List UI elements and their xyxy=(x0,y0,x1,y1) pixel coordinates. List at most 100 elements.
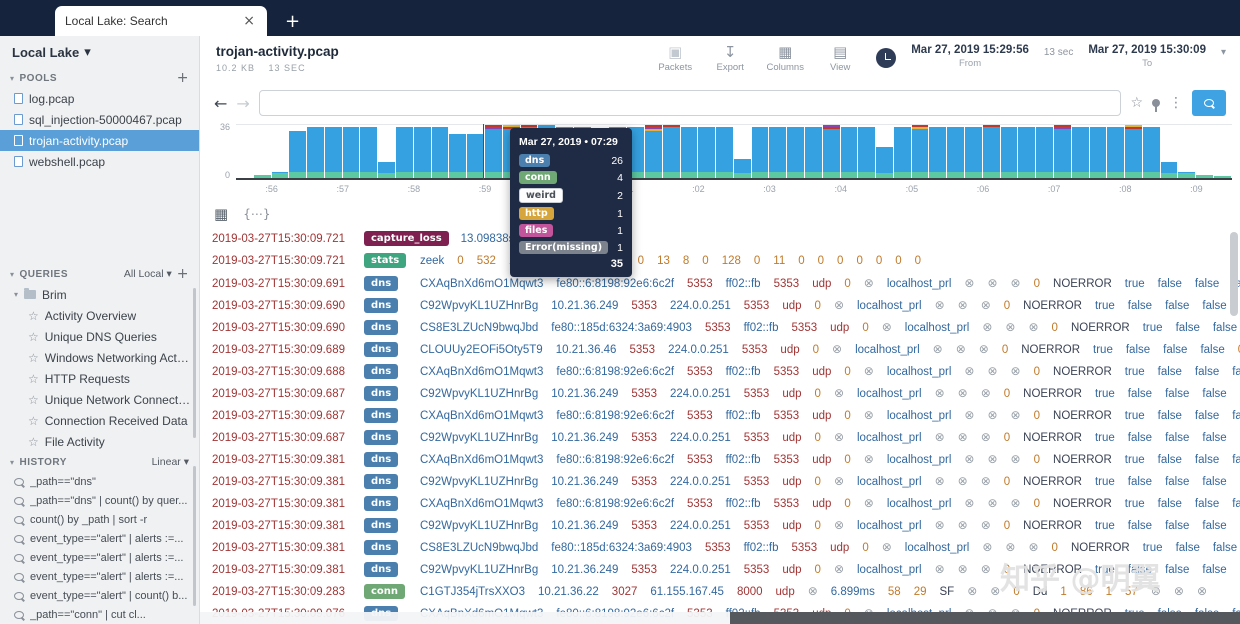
histogram-bar[interactable] xyxy=(484,125,503,178)
query-item[interactable]: ☆ Windows Networking Activity xyxy=(0,347,199,368)
raw-view-toggle-icon[interactable]: {⋯} xyxy=(243,207,271,221)
query-item[interactable]: ☆ Unique Network Connections xyxy=(0,389,199,410)
query-item[interactable]: ☆ Activity Overview xyxy=(0,305,199,326)
histogram-bar[interactable] xyxy=(769,125,788,178)
histogram-bar[interactable] xyxy=(876,125,894,178)
histogram-bar[interactable] xyxy=(1142,125,1161,178)
histogram-bar[interactable] xyxy=(911,125,930,178)
histogram-bar[interactable] xyxy=(733,125,752,178)
tab-local-lake-search[interactable]: Local Lake: Search × xyxy=(55,6,267,36)
histogram-bar[interactable] xyxy=(1125,125,1143,178)
history-item[interactable]: event_type=="alert" | alerts :=... xyxy=(0,529,199,548)
new-tab-button[interactable]: + xyxy=(285,11,301,32)
histogram-bar[interactable] xyxy=(1053,125,1072,178)
histogram-bar[interactable] xyxy=(965,125,983,178)
table-row[interactable]: 2019-03-27T15:30:09.690 dns C92WpvyKL1UZHn… xyxy=(200,294,1240,316)
table-row[interactable]: 2019-03-27T15:30:09.690 dns CS8E3LZUcN9bwq… xyxy=(200,316,1240,338)
pool-item[interactable]: webshell.pcap xyxy=(0,151,199,172)
add-pool-button[interactable]: + xyxy=(176,70,189,86)
history-item[interactable]: _path=="conn" | cut cl... xyxy=(0,605,199,624)
histogram-bar[interactable] xyxy=(1018,125,1037,178)
histogram-bar[interactable] xyxy=(840,125,859,178)
queries-scope-dropdown[interactable]: All Local ▾ xyxy=(123,268,172,280)
table-row[interactable]: 2019-03-27T15:30:09.381 dns C92WpvyKL1UZHn… xyxy=(200,558,1240,580)
table-row[interactable]: 2019-03-27T15:30:09.381 dns CXAqBnXd6mO1Mq… xyxy=(200,492,1240,514)
histogram-bar[interactable] xyxy=(947,125,966,178)
tool-columns-button[interactable]: ▦ Columns xyxy=(764,44,806,73)
histogram-bar[interactable] xyxy=(982,125,1001,178)
histogram-bar[interactable] xyxy=(698,125,717,178)
table-row[interactable]: 2019-03-27T15:30:09.687 dns CXAqBnXd6mO1Mq… xyxy=(200,404,1240,426)
table-row[interactable]: 2019-03-27T15:30:09.721statszeek053216,8… xyxy=(200,250,1240,272)
star-icon[interactable]: ☆ xyxy=(1130,95,1143,111)
horizontal-scrollbar-thumb[interactable] xyxy=(730,612,1240,624)
histogram-bar[interactable] xyxy=(1213,125,1232,178)
histogram-bar[interactable] xyxy=(751,125,770,178)
table-row[interactable]: 2019-03-27T15:30:09.721 capture_loss 13.09… xyxy=(200,228,1240,250)
histogram-bar[interactable] xyxy=(680,125,699,178)
histogram-bar[interactable] xyxy=(787,125,805,178)
histogram-bar[interactable] xyxy=(1196,125,1214,178)
workspace-selector[interactable]: Local Lake ▾ xyxy=(0,36,199,68)
histogram-bar[interactable] xyxy=(1071,125,1090,178)
query-item[interactable]: ☆ HTTP Requests xyxy=(0,368,199,389)
histogram-bar[interactable] xyxy=(236,125,254,178)
table-row[interactable]: 2019-03-27T15:30:09.381 dns CS8E3LZUcN9bwq… xyxy=(200,536,1240,558)
kebab-menu-icon[interactable]: ⋮ xyxy=(1169,95,1183,111)
table-row[interactable]: 2019-03-27T15:30:09.381 dns C92WpvyKL1UZHn… xyxy=(200,514,1240,536)
histogram-bar[interactable] xyxy=(893,125,912,178)
histogram-bar[interactable] xyxy=(289,125,308,178)
histogram-bar[interactable] xyxy=(271,125,290,178)
query-folder-brim[interactable]: ▾ Brim xyxy=(0,284,199,305)
history-scrollbar[interactable] xyxy=(193,466,196,606)
clock-icon[interactable] xyxy=(876,48,897,68)
histogram-bar[interactable] xyxy=(644,125,663,178)
chevron-down-icon[interactable]: ▾ xyxy=(10,457,15,467)
histogram-bar[interactable] xyxy=(1000,125,1019,178)
histogram-bar[interactable] xyxy=(360,125,379,178)
histogram-bar[interactable] xyxy=(396,125,414,178)
time-to[interactable]: Mar 27, 2019 15:30:09 To xyxy=(1088,44,1206,69)
tool-export-button[interactable]: ↧ Export xyxy=(709,44,751,73)
table-row[interactable]: 2019-03-27T15:30:09.381 dns CXAqBnXd6mO1Mq… xyxy=(200,448,1240,470)
table-row[interactable]: 2019-03-27T15:30:09.689 dns CLOUUy2EOFi5Ot… xyxy=(200,338,1240,360)
table-view-toggle-icon[interactable]: ▦ xyxy=(214,205,229,223)
history-item[interactable]: event_type=="alert" | count() b... xyxy=(0,586,199,605)
histogram-bar[interactable] xyxy=(1178,125,1197,178)
history-item[interactable]: event_type=="alert" | alerts :=... xyxy=(0,548,199,567)
histogram-bar[interactable] xyxy=(1160,125,1179,178)
histogram-bar[interactable] xyxy=(929,125,948,178)
histogram-bar[interactable] xyxy=(716,125,734,178)
chevron-down-icon[interactable]: ▾ xyxy=(10,73,15,83)
add-query-button[interactable]: + xyxy=(176,266,189,282)
chevron-down-icon[interactable]: ▾ xyxy=(10,269,15,279)
query-item[interactable]: ☆ File Activity xyxy=(0,431,199,452)
histogram-bar[interactable] xyxy=(467,125,485,178)
tab-close-icon[interactable]: × xyxy=(243,13,255,29)
query-item[interactable]: ☆ Connection Received Data xyxy=(0,410,199,431)
query-item[interactable]: ☆ Unique DNS Queries xyxy=(0,326,199,347)
histogram-bar[interactable] xyxy=(662,125,681,178)
horizontal-scrollbar[interactable] xyxy=(200,612,1240,624)
histogram-bar[interactable] xyxy=(413,125,432,178)
history-item[interactable]: count() by _path | sort -r xyxy=(0,510,199,529)
history-mode-dropdown[interactable]: Linear ▾ xyxy=(151,456,189,468)
search-input[interactable] xyxy=(258,90,1122,116)
histogram-bar[interactable] xyxy=(324,125,343,178)
histogram-bar[interactable] xyxy=(449,125,468,178)
history-item[interactable]: _path=="dns" xyxy=(0,472,199,491)
histogram-bar[interactable] xyxy=(378,125,397,178)
table-row[interactable]: 2019-03-27T15:30:09.381 dns C92WpvyKL1UZHn… xyxy=(200,470,1240,492)
histogram-bar[interactable] xyxy=(307,125,325,178)
vertical-scrollbar-thumb[interactable] xyxy=(1230,232,1238,316)
table-row[interactable]: 2019-03-27T15:30:09.691 dns CXAqBnXd6mO1Mq… xyxy=(200,272,1240,294)
search-button[interactable] xyxy=(1192,90,1226,116)
histogram-plot[interactable] xyxy=(236,124,1232,180)
history-item[interactable]: _path=="dns" | count() by quer... xyxy=(0,491,199,510)
pool-item[interactable]: log.pcap xyxy=(0,88,199,109)
table-row[interactable]: 2019-03-27T15:30:09.688 dns CXAqBnXd6mO1Mq… xyxy=(200,360,1240,382)
table-row[interactable]: 2019-03-27T15:30:09.687 dns C92WpvyKL1UZHn… xyxy=(200,382,1240,404)
pool-item[interactable]: trojan-activity.pcap xyxy=(0,130,199,151)
histogram-bar[interactable] xyxy=(858,125,877,178)
histogram-bar[interactable] xyxy=(1089,125,1108,178)
